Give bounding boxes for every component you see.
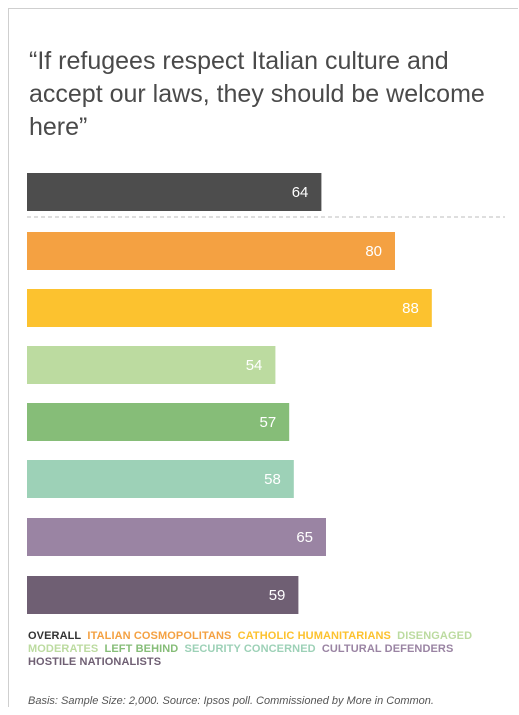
bar-value-label: 58 xyxy=(264,471,281,488)
bar-catholic-humanitarians xyxy=(27,289,432,327)
bar-value-label: 54 xyxy=(246,357,263,374)
legend-item: DISENGAGED MODERATES xyxy=(28,630,473,655)
legend-item: HOSTILE NATIONALISTS xyxy=(28,656,162,668)
legend-item: CATHOLIC HUMANITARIANS xyxy=(237,630,391,642)
bar-value-label: 65 xyxy=(296,529,313,546)
bar-cultural-defenders xyxy=(27,518,326,556)
bar-value-label: 59 xyxy=(269,587,286,604)
chart-footnote: Basis: Sample Size: 2,000. Source: Ipsos… xyxy=(28,695,434,707)
bar-overall xyxy=(27,173,322,211)
bar-italian-cosmopolitans xyxy=(27,232,395,270)
bar-security-concerned xyxy=(27,460,294,498)
bar-value-label: 88 xyxy=(402,300,419,317)
chart-legend: OVERALL ITALIAN COSMOPOLITANS CATHOLIC H… xyxy=(28,630,498,669)
bar-value-label: 80 xyxy=(365,243,382,260)
legend-item: CULTURAL DEFENDERS xyxy=(321,643,454,655)
legend-item: SECURITY CONCERNED xyxy=(184,643,316,655)
chart-title: “If refugees respect Italian culture and… xyxy=(29,47,485,141)
bar-value-label: 64 xyxy=(292,184,309,201)
legend-item: ITALIAN COSMOPOLITANS xyxy=(87,630,232,642)
legend-item: LEFT BEHIND xyxy=(104,643,179,655)
bar-left-behind xyxy=(27,403,290,441)
bar-disengaged-moderates xyxy=(27,346,276,384)
bar-value-label: 57 xyxy=(260,414,277,431)
chart-frame xyxy=(8,8,518,707)
bar-hostile-nationalists xyxy=(27,576,299,614)
legend-item: OVERALL xyxy=(28,630,82,642)
